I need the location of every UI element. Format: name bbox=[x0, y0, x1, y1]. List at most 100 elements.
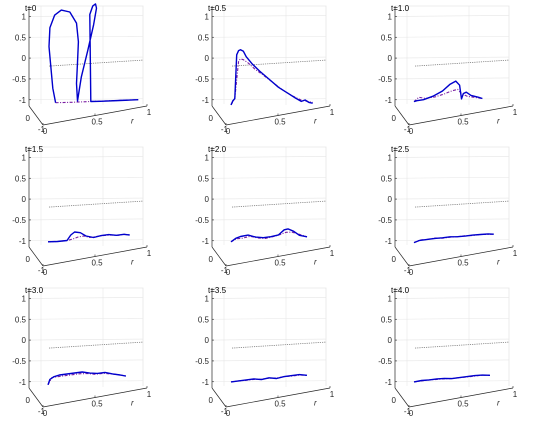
grid-line bbox=[211, 98, 327, 101]
z-tick-label: 0.5 bbox=[198, 174, 210, 183]
panel-title: t=2.5 bbox=[391, 145, 410, 154]
r-axis-label: r bbox=[314, 116, 317, 125]
solid-series-line bbox=[413, 374, 491, 383]
y-tick-label: 0 bbox=[209, 255, 214, 264]
dashed-series-line bbox=[413, 88, 483, 103]
grid-line bbox=[394, 297, 510, 299]
grid-line bbox=[211, 239, 327, 242]
r-axis-label: r bbox=[497, 257, 500, 266]
r-tick-label: 0 bbox=[226, 127, 231, 136]
z-tick-label: -1 bbox=[385, 378, 393, 387]
panel-title: t=4.0 bbox=[391, 286, 410, 295]
z-tick-label: 0 bbox=[205, 54, 210, 63]
r-tick-label: 0.5 bbox=[91, 400, 103, 409]
r-tick-label: 0.5 bbox=[274, 118, 286, 127]
r-axis-label: r bbox=[314, 257, 317, 266]
y-axis bbox=[394, 387, 410, 408]
panel-title: t=0 bbox=[25, 4, 37, 13]
z-tick-label: 0 bbox=[205, 195, 210, 204]
r-axis-label: r bbox=[497, 398, 500, 407]
y-tick-label: -1 bbox=[404, 407, 412, 416]
grid-line bbox=[28, 35, 144, 38]
z-tick-label: -0.5 bbox=[12, 75, 26, 84]
back-wall-frame bbox=[395, 287, 510, 386]
r-tick-label: 1 bbox=[147, 249, 152, 258]
z-tick-label: 0.5 bbox=[381, 33, 393, 42]
r-tick-label: 0 bbox=[43, 268, 48, 277]
y-tick-label: 0 bbox=[209, 114, 214, 123]
grid-line bbox=[394, 176, 510, 179]
z-tick-label: 0.5 bbox=[15, 33, 27, 42]
grid-line bbox=[211, 156, 327, 158]
z-tick-label: 1 bbox=[388, 294, 393, 303]
y-tick-label: 0 bbox=[392, 114, 397, 123]
grid-line bbox=[394, 317, 510, 320]
y-axis bbox=[28, 105, 44, 126]
z-tick-label: 0.5 bbox=[381, 315, 393, 324]
r-tick-label: 0.5 bbox=[91, 259, 103, 268]
r-tick-label: 1 bbox=[147, 108, 152, 117]
panel-title: t=3.5 bbox=[208, 286, 227, 295]
z-tick-label: -1 bbox=[385, 96, 393, 105]
r-tick-label: 1 bbox=[513, 249, 518, 258]
panel-title: t=1.5 bbox=[25, 145, 44, 154]
z-tick-label: 0 bbox=[388, 195, 393, 204]
grid-line bbox=[211, 338, 327, 341]
grid-line bbox=[394, 56, 510, 59]
grid-line bbox=[28, 156, 144, 158]
grid-line bbox=[394, 197, 510, 200]
grid-line bbox=[211, 380, 327, 383]
reference-line bbox=[414, 200, 510, 208]
y-tick-label: 0 bbox=[392, 396, 397, 405]
z-tick-label: 0.5 bbox=[15, 315, 27, 324]
y-tick-label: 0 bbox=[26, 114, 31, 123]
grid-line bbox=[28, 15, 144, 17]
r-tick-label: 1 bbox=[147, 390, 152, 399]
y-tick-label: 0 bbox=[209, 396, 214, 405]
y-axis bbox=[394, 246, 410, 267]
z-tick-label: 1 bbox=[388, 153, 393, 162]
reference-line bbox=[48, 59, 144, 67]
r-tick-label: 0.5 bbox=[457, 400, 469, 409]
z-tick-label: -0.5 bbox=[195, 357, 209, 366]
grid-line bbox=[394, 77, 510, 80]
r-axis-label: r bbox=[314, 398, 317, 407]
grid-line bbox=[394, 239, 510, 242]
z-tick-label: 0 bbox=[388, 336, 393, 345]
panel-title: t=2.0 bbox=[208, 145, 227, 154]
solid-series-line bbox=[230, 49, 313, 106]
reference-line bbox=[48, 341, 144, 349]
y-tick-label: -1 bbox=[221, 266, 229, 275]
grid-line bbox=[28, 359, 144, 362]
z-tick-label: 0.5 bbox=[381, 174, 393, 183]
z-tick-label: -0.5 bbox=[195, 216, 209, 225]
grid-line bbox=[28, 176, 144, 179]
y-tick-label: 0 bbox=[26, 255, 31, 264]
r-tick-label: 0 bbox=[409, 268, 414, 277]
grid-line bbox=[28, 317, 144, 320]
z-tick-label: -0.5 bbox=[195, 75, 209, 84]
r-tick-label: 0 bbox=[226, 409, 231, 418]
grid-line bbox=[211, 317, 327, 320]
r-tick-label: 1 bbox=[513, 390, 518, 399]
z-tick-label: 1 bbox=[205, 294, 210, 303]
grid-line bbox=[394, 98, 510, 101]
solid-series-line bbox=[47, 231, 130, 243]
solid-series-line bbox=[47, 371, 127, 386]
back-wall-frame bbox=[212, 5, 327, 104]
r-tick-label: 0 bbox=[43, 127, 48, 136]
r-tick-label: 0 bbox=[226, 268, 231, 277]
y-axis bbox=[211, 387, 227, 408]
grid-line bbox=[394, 380, 510, 383]
r-tick-label: 0.5 bbox=[91, 118, 103, 127]
solid-series-line bbox=[413, 233, 494, 244]
r-axis-label: r bbox=[131, 398, 134, 407]
reference-line bbox=[231, 59, 327, 67]
grid-line bbox=[28, 380, 144, 383]
